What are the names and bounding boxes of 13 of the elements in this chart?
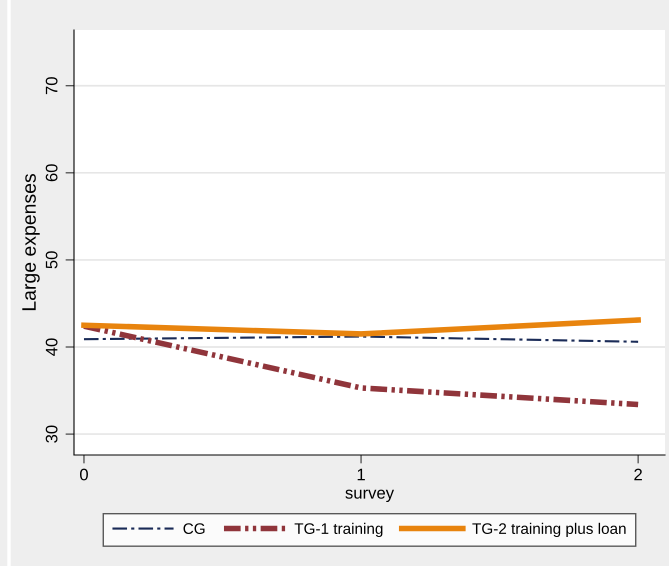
legend-label: CG: [184, 523, 204, 534]
x-axis-title: survey: [345, 490, 394, 502]
legend-label: TG-2 training plus loan: [472, 522, 626, 538]
x-tick-label: 2: [634, 468, 642, 480]
y-tick-label: 30: [46, 425, 58, 443]
y-tick-label: 40: [46, 338, 58, 356]
y-tick-label: 60: [46, 164, 58, 182]
legend-label: TG-1 training: [294, 522, 382, 538]
y-tick-label: 70: [46, 77, 58, 94]
y-tick-label: 50: [46, 251, 58, 269]
x-tick-label: 1: [358, 468, 365, 480]
y-axis-title: Large expenses: [22, 174, 40, 310]
x-tick-label: 0: [80, 468, 88, 480]
